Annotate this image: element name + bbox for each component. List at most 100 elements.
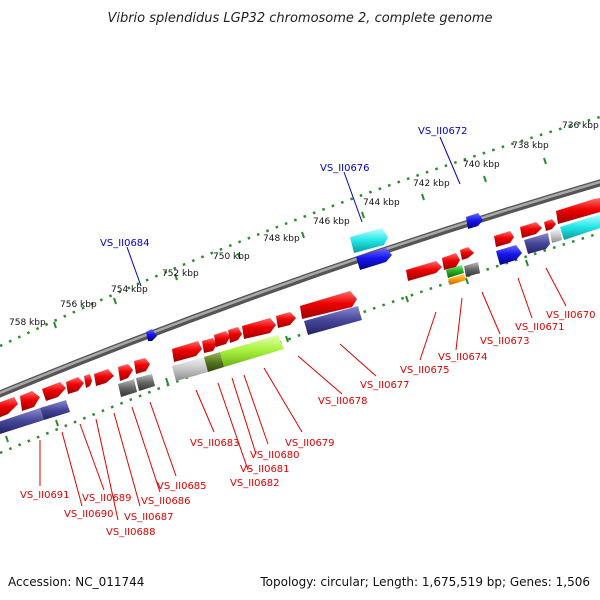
gene-feature xyxy=(0,397,18,418)
gene-feature xyxy=(276,312,296,328)
forward-strand-genes xyxy=(0,198,600,418)
cyan-feature xyxy=(350,228,388,253)
gene-feature xyxy=(496,245,522,265)
leader-line xyxy=(231,377,257,455)
scale-label: 742 kbp xyxy=(413,179,450,189)
gene-feature xyxy=(84,374,92,388)
major-tick xyxy=(405,295,409,303)
major-tick xyxy=(113,297,117,305)
leader-line xyxy=(95,418,119,521)
gray-feature xyxy=(118,379,137,397)
major-tick xyxy=(174,273,178,281)
leader-line xyxy=(297,355,343,395)
scale-label: 752 kbp xyxy=(162,269,199,279)
gene-label: VS_II0686 xyxy=(141,496,191,507)
purple-feature xyxy=(304,306,362,335)
leader-line xyxy=(517,277,533,319)
gene-label: VS_II0689 xyxy=(82,493,132,504)
major-tick xyxy=(543,157,547,165)
gene-feature xyxy=(94,369,114,386)
leader-line xyxy=(113,412,141,507)
topology-text: Topology: circular; Length: 1,675,519 bp… xyxy=(259,575,590,589)
gene-feature xyxy=(134,358,150,374)
lime-feature xyxy=(220,335,284,367)
accession-text: Accession: NC_011744 xyxy=(8,575,144,589)
map-title: Vibrio splendidus LGP32 chromosome 2, co… xyxy=(107,11,492,26)
outer-major-ticks xyxy=(53,157,547,329)
major-tick xyxy=(5,435,9,443)
major-tick xyxy=(237,252,241,260)
gene-feature xyxy=(466,213,483,229)
gene-feature xyxy=(242,318,276,339)
reverse-strand-genes-upper xyxy=(146,213,483,341)
gene-feature xyxy=(20,391,40,411)
gene-feature xyxy=(146,329,157,341)
gene-label: VS_II0685 xyxy=(157,481,207,492)
major-tick xyxy=(525,259,529,267)
gene-feature xyxy=(228,327,242,343)
purple-feature xyxy=(0,408,44,434)
gene-feature xyxy=(520,222,542,238)
scale-label: 736 kbp xyxy=(562,121,599,131)
major-tick xyxy=(483,175,487,183)
purple-feature xyxy=(40,400,70,420)
scale-label: 756 kbp xyxy=(60,300,97,310)
major-tick xyxy=(465,277,469,285)
leader-line xyxy=(339,343,377,377)
scale-label: 740 kbp xyxy=(463,160,500,170)
chromosome-backbone-highlight xyxy=(0,180,600,395)
major-tick xyxy=(421,193,425,201)
cyan-feature xyxy=(560,214,600,240)
gene-label: VS_II0687 xyxy=(124,512,174,523)
major-tick xyxy=(55,419,59,427)
gene-feature xyxy=(202,338,217,353)
chromosome-backbone xyxy=(0,179,600,398)
scale-label: 758 kbp xyxy=(9,318,46,328)
green-feature xyxy=(446,265,464,278)
gene-label: VS_II0673 xyxy=(480,336,530,347)
major-tick xyxy=(53,321,57,329)
scale-label: 750 kbp xyxy=(213,252,250,262)
leader-line xyxy=(419,311,437,361)
leader-line xyxy=(195,389,215,433)
leader-line xyxy=(61,431,83,507)
gene-feature xyxy=(66,377,84,394)
leader-line xyxy=(263,367,303,433)
scale-label: 748 kbp xyxy=(263,234,300,244)
gene-label: VS_II0670 xyxy=(546,310,596,321)
major-tick xyxy=(165,377,169,385)
gene-label: VS_II0684 xyxy=(100,238,150,249)
gene-label: VS_II0679 xyxy=(285,438,335,449)
gray-feature xyxy=(172,357,208,381)
leader-line xyxy=(343,171,363,223)
gene-feature xyxy=(172,341,202,362)
gene-label: VS_II0680 xyxy=(250,450,300,461)
gene-label: VS_II0676 xyxy=(320,163,370,174)
purple-feature xyxy=(524,233,550,254)
leader-line xyxy=(243,374,269,445)
gene-feature xyxy=(356,248,392,270)
leader-line xyxy=(545,267,567,307)
gene-label: VS_II0691 xyxy=(20,490,70,501)
leader-line xyxy=(149,401,177,477)
gene-feature xyxy=(494,231,514,247)
major-tick xyxy=(301,231,305,239)
gene-label: VS_II0681 xyxy=(240,464,290,475)
gene-feature xyxy=(556,198,600,224)
leader-line xyxy=(79,423,105,491)
leader-line xyxy=(217,382,249,471)
scale-label: 738 kbp xyxy=(512,141,549,151)
leader-line xyxy=(455,297,463,351)
leader-line xyxy=(481,291,501,335)
leader-line xyxy=(126,246,142,287)
leader-line xyxy=(131,406,161,493)
gene-label: VS_II0678 xyxy=(318,396,368,407)
gene-feature xyxy=(118,364,133,381)
major-tick xyxy=(361,211,365,219)
gene-feature xyxy=(300,291,357,319)
orange-feature xyxy=(448,274,466,285)
gene-label: VS_II0688 xyxy=(106,527,156,538)
gene-feature xyxy=(460,247,474,260)
gene-feature xyxy=(544,219,556,231)
gene-label: VS_II0671 xyxy=(515,322,565,333)
